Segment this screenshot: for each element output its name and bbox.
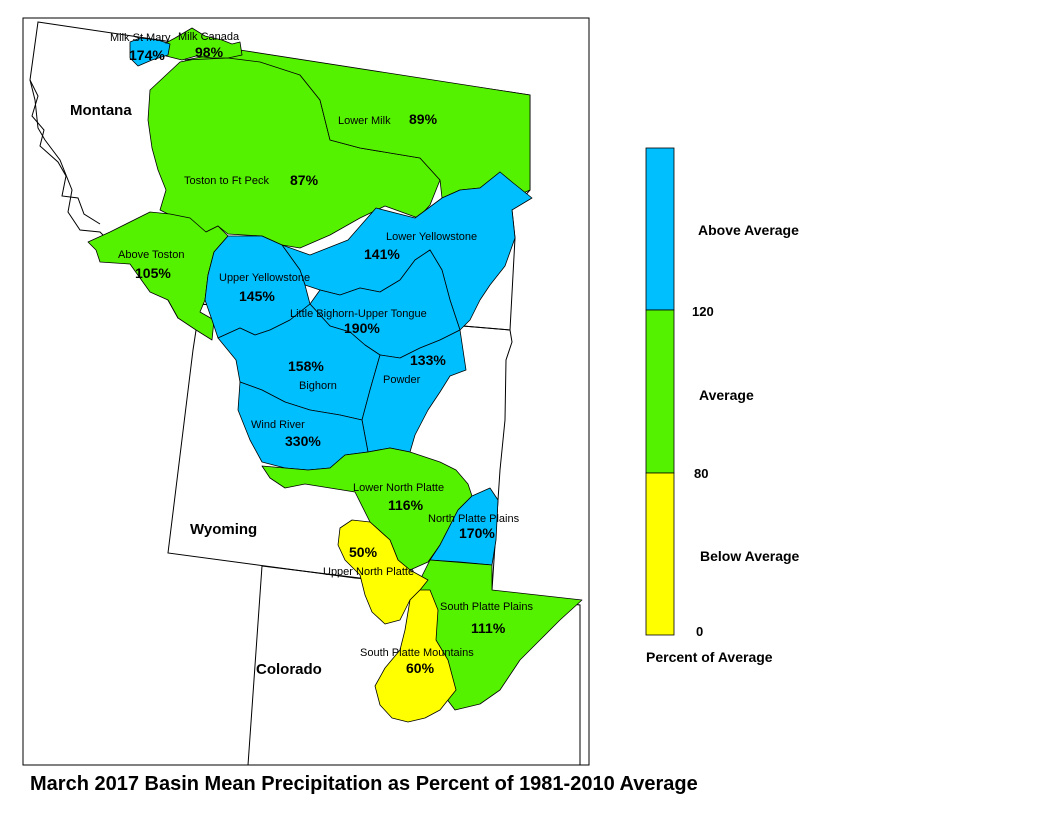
basin-name-lower-milk: Lower Milk xyxy=(338,115,391,127)
basin-lower-milk[interactable] xyxy=(184,49,531,199)
basin-name-little-bighorn-upper-tongue: Little Bighorn-Upper Tongue xyxy=(290,308,427,320)
basin-percent-lower-milk: 89% xyxy=(409,111,438,127)
legend-label-below-average: Below Average xyxy=(700,548,800,564)
legend-title: Percent of Average xyxy=(646,649,773,665)
basin-milk-canada[interactable] xyxy=(161,27,243,61)
basin-south-platte-mountains[interactable] xyxy=(374,589,457,723)
legend-break-0: 0 xyxy=(696,624,703,639)
basin-labels: Milk St Mary 174% Milk Canada 98% Lower … xyxy=(110,31,533,676)
basin-name-milk-st-mary: Milk St Mary xyxy=(110,32,171,44)
basin-milk-st-mary[interactable] xyxy=(129,37,171,67)
basin-percent-little-bighorn-upper-tongue: 190% xyxy=(344,320,380,336)
basin-name-upper-north-platte: Upper North Platte xyxy=(323,566,414,578)
basin-name-bighorn: Bighorn xyxy=(299,380,337,392)
basin-percent-milk-canada: 98% xyxy=(195,44,224,60)
basin-name-lower-north-platte: Lower North Platte xyxy=(353,482,444,494)
basin-percent-lower-north-platte: 116% xyxy=(388,497,424,513)
basin-name-toston-to-ft-peck: Toston to Ft Peck xyxy=(184,175,269,187)
state-label-wyoming: Wyoming xyxy=(190,521,257,538)
basin-percent-powder: 133% xyxy=(410,352,446,368)
basin-percent-south-platte-mountains: 60% xyxy=(406,660,435,676)
basin-name-above-toston: Above Toston xyxy=(118,249,184,261)
basin-percent-north-platte-plains: 170% xyxy=(459,525,495,541)
basin-above-toston[interactable] xyxy=(87,211,229,341)
basin-percent-south-platte-plains: 111% xyxy=(471,620,506,636)
basin-name-lower-yellowstone: Lower Yellowstone xyxy=(386,231,477,243)
map-title: March 2017 Basin Mean Precipitation as P… xyxy=(30,773,698,795)
legend-break-80: 80 xyxy=(694,466,708,481)
basin-percent-milk-st-mary: 174% xyxy=(129,47,165,63)
basin-percent-lower-yellowstone: 141% xyxy=(364,246,400,262)
legend-break-120: 120 xyxy=(692,304,714,319)
basin-percent-wind-river: 330% xyxy=(285,433,321,449)
basin-percent-above-toston: 105% xyxy=(135,265,171,281)
legend-swatch-average xyxy=(645,309,675,474)
basin-name-south-platte-plains: South Platte Plains xyxy=(440,601,533,613)
legend-label-average: Average xyxy=(699,387,754,403)
basin-name-upper-yellowstone: Upper Yellowstone xyxy=(219,272,310,284)
state-label-colorado: Colorado xyxy=(256,661,322,678)
basin-percent-upper-yellowstone: 145% xyxy=(239,288,275,304)
basin-name-milk-canada: Milk Canada xyxy=(178,31,240,43)
legend-swatch-above-average xyxy=(645,147,675,311)
wyoming-boundary xyxy=(167,303,513,591)
legend: Above Average Average Below Average 120 … xyxy=(645,147,800,665)
basin-percent-upper-north-platte: 50% xyxy=(349,544,378,560)
basin-name-south-platte-mountains: South Platte Mountains xyxy=(360,647,474,659)
basins-layer xyxy=(87,27,583,723)
legend-swatch-below-average xyxy=(645,472,675,636)
basin-percent-bighorn: 158% xyxy=(288,358,324,374)
basin-percent-toston-to-ft-peck: 87% xyxy=(290,172,319,188)
basin-name-powder: Powder xyxy=(383,374,421,386)
basin-name-north-platte-plains: North Platte Plains xyxy=(428,513,520,525)
state-label-montana: Montana xyxy=(70,102,132,119)
basin-name-wind-river: Wind River xyxy=(251,419,305,431)
legend-label-above-average: Above Average xyxy=(698,222,799,238)
montana-inner-line xyxy=(29,79,101,225)
